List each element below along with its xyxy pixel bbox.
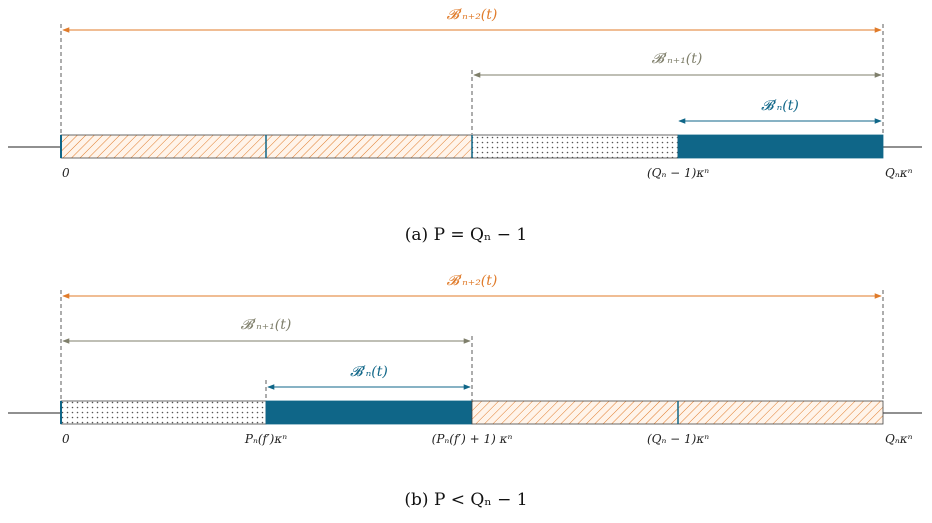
brace-a-n1-label: 𝓑′ₙ₊₁(t) <box>652 51 703 67</box>
tick-label-a-qn: Qₙκⁿ <box>885 166 913 180</box>
segment-a-filled <box>677 134 884 159</box>
brace-b-n1-label: 𝓑′ₙ₊₁(t) <box>241 317 292 333</box>
diagram-b: 𝓑′ₙ₊₂(t) 𝓑′ₙ₊₁(t) 𝓑′ₙ(t) 0 Pₙ(f′)κⁿ (Pₙ(… <box>8 273 922 510</box>
brace-b-n2-label: 𝓑′ₙ₊₂(t) <box>447 273 498 289</box>
tick-label-a-0: 0 <box>62 166 70 180</box>
segment-b-filled <box>265 400 473 425</box>
tick-label-b-qn-minus-1: (Qₙ − 1)κⁿ <box>647 432 709 446</box>
segment-a-dotted <box>471 134 679 159</box>
brace-a-n2-label: 𝓑′ₙ₊₂(t) <box>447 7 498 23</box>
caption-b: (b) P < Qₙ − 1 <box>404 490 527 510</box>
diagram-a: 𝓑′ₙ₊₂(t) 𝓑′ₙ₊₁(t) 𝓑′ₙ(t) 0 (Qₙ − 1)κⁿ Qₙ… <box>8 7 922 245</box>
tick-label-a-qn-minus-1: (Qₙ − 1)κⁿ <box>647 166 709 180</box>
tick-label-b-pn-plus-1: (Pₙ(f′) + 1) κⁿ <box>432 432 513 446</box>
segment-b-dotted <box>60 400 267 425</box>
tick-label-b-0: 0 <box>62 432 70 446</box>
caption-a: (a) P = Qₙ − 1 <box>405 225 527 245</box>
tick-label-b-qn: Qₙκⁿ <box>885 432 913 446</box>
brace-b-n-label: 𝓑′ₙ(t) <box>350 364 388 380</box>
brace-a-n-label: 𝓑′ₙ(t) <box>761 98 799 114</box>
tick-label-b-pn: Pₙ(f′)κⁿ <box>244 432 287 446</box>
